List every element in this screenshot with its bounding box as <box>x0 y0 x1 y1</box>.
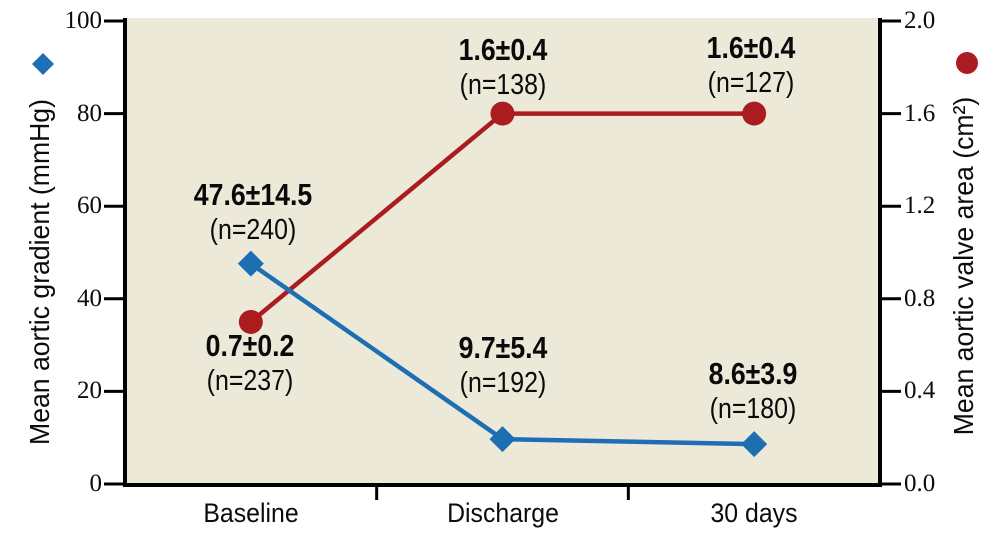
right-axis-tick-label: 0.4 <box>904 377 936 404</box>
gradient-diamond-marker <box>741 431 768 458</box>
left-axis-tick-label: 20 <box>77 377 102 404</box>
annotation-valve-area-baseline: 0.7±0.2 (n=237) <box>198 329 301 399</box>
annotation-gradient-30days: 8.6±3.9 (n=180) <box>701 357 804 427</box>
left-axis-tick-label: 80 <box>77 100 102 127</box>
left-axis-tick-label: 60 <box>77 192 102 219</box>
annotation-valve-area-30days: 1.6±0.4 (n=127) <box>699 31 802 101</box>
left-axis-tick-label: 100 <box>64 7 103 34</box>
right-axis-tick-label: 1.2 <box>904 192 936 219</box>
annotation-value: 9.7±5.4 <box>458 330 548 365</box>
annotation-gradient-discharge: 9.7±5.4 (n=192) <box>451 331 554 401</box>
gradient-diamond-marker <box>237 250 264 277</box>
annotation-gradient-baseline: 47.6±14.5 (n=240) <box>184 178 322 248</box>
valve-area-legend-circle-marker <box>956 52 978 74</box>
annotation-n: (n=127) <box>707 67 795 99</box>
left-axis-tick-label: 40 <box>77 285 102 312</box>
annotation-n: (n=180) <box>709 393 797 425</box>
annotation-value: 1.6±0.4 <box>706 30 796 65</box>
gradient-legend-diamond-marker <box>32 53 54 75</box>
right-axis-tick-label: 2.0 <box>904 7 936 34</box>
right-axis-tick-label: 0.8 <box>904 285 936 312</box>
annotation-value: 1.6±0.4 <box>458 32 548 67</box>
x-category-30days: 30 days <box>710 498 798 528</box>
gradient-diamond-marker <box>489 426 516 453</box>
valve-area-circle-marker <box>238 309 263 334</box>
annotation-n: (n=138) <box>459 69 547 101</box>
annotation-value: 8.6±3.9 <box>708 356 798 391</box>
left-axis-title: Mean aortic gradient (mmHg) <box>24 99 55 445</box>
left-axis-tick-label: 0 <box>89 470 103 497</box>
x-category-discharge: Discharge <box>447 498 559 528</box>
x-category-baseline: Baseline <box>203 498 299 528</box>
annotation-n: (n=237) <box>206 365 294 397</box>
annotation-valve-area-discharge: 1.6±0.4 (n=138) <box>451 33 554 103</box>
right-axis-title: Mean aortic valve area (cm²) <box>948 96 979 436</box>
annotation-n: (n=192) <box>459 367 547 399</box>
annotation-n: (n=240) <box>209 214 297 246</box>
right-axis-tick-label: 1.6 <box>904 100 936 127</box>
right-axis-tick-label: 0.0 <box>904 470 936 497</box>
annotation-value: 47.6±14.5 <box>193 177 313 212</box>
valve-area-circle-marker <box>742 101 767 126</box>
valve-area-circle-marker <box>490 101 515 126</box>
annotation-value: 0.7±0.2 <box>205 328 295 363</box>
